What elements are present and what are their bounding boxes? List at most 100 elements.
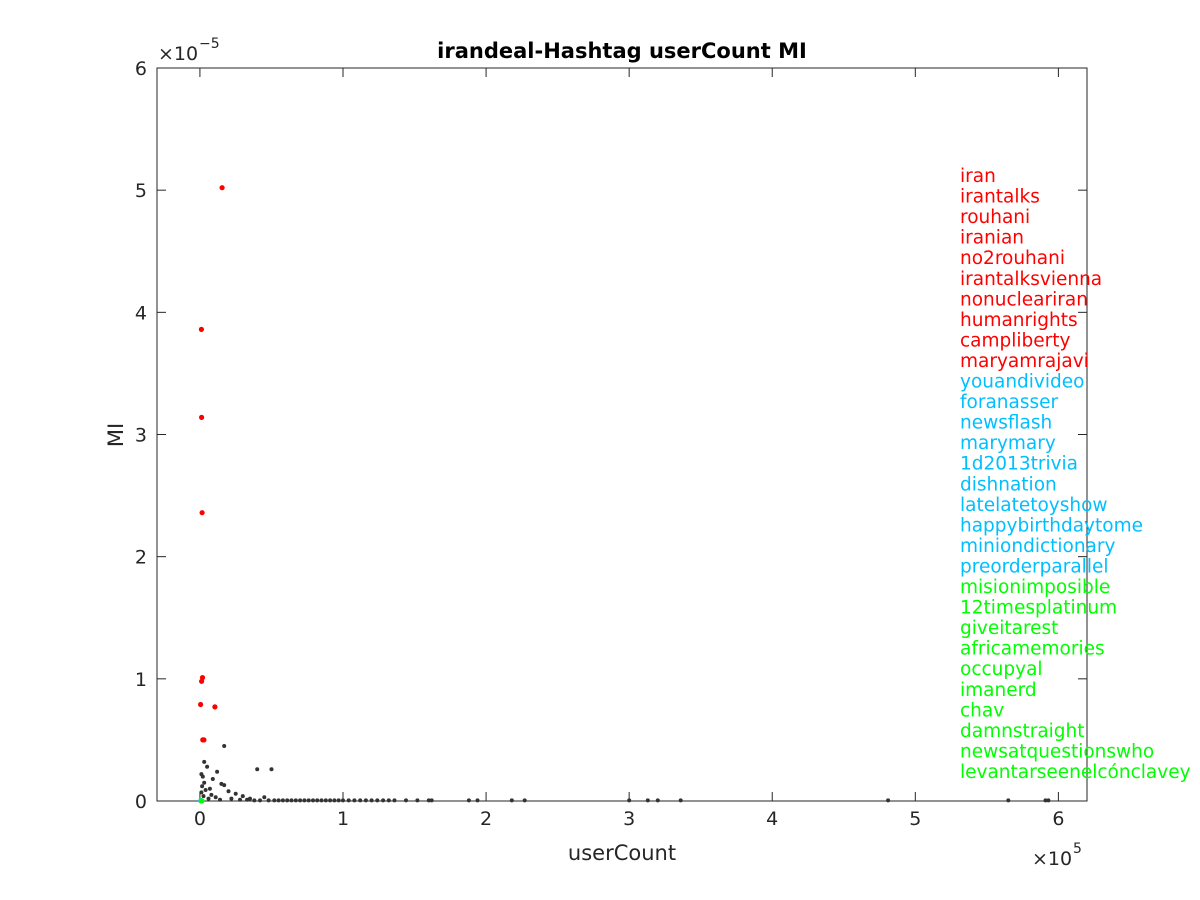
data-point-other bbox=[272, 798, 277, 803]
hashtag-annotation: preorderparallel bbox=[960, 557, 1108, 578]
data-point-other bbox=[429, 798, 434, 803]
x-exponent-label: ×10 5 bbox=[1032, 841, 1082, 870]
hashtag-annotation: miniondictionary bbox=[960, 536, 1116, 557]
data-point-other bbox=[386, 798, 391, 803]
data-point-other bbox=[415, 798, 420, 803]
data-point-top bbox=[199, 414, 205, 420]
y-tick-label: 2 bbox=[135, 547, 147, 569]
hashtag-annotation: humanrights bbox=[960, 310, 1078, 331]
data-point-other bbox=[655, 798, 660, 803]
data-point-other bbox=[426, 798, 431, 803]
plot-area bbox=[156, 67, 1088, 802]
data-point-other bbox=[289, 798, 294, 803]
data-point-other bbox=[222, 744, 227, 748]
x-tick-label: 4 bbox=[766, 808, 778, 830]
data-point-other bbox=[285, 798, 290, 803]
data-point-top bbox=[199, 510, 205, 516]
data-point-other bbox=[328, 798, 333, 803]
hashtag-annotation: campliberty bbox=[960, 330, 1071, 351]
data-point-top bbox=[198, 326, 204, 332]
data-point-other bbox=[346, 798, 351, 803]
data-point-other bbox=[319, 798, 324, 803]
y-tick-label: 0 bbox=[135, 791, 147, 813]
data-point-other bbox=[369, 798, 374, 803]
data-point-other bbox=[381, 798, 386, 803]
data-point-other bbox=[233, 791, 238, 796]
data-point-other bbox=[202, 759, 207, 764]
y-exponent-power: −5 bbox=[199, 36, 220, 52]
data-point-other bbox=[475, 798, 480, 803]
data-point-other bbox=[245, 797, 250, 802]
data-point-other bbox=[203, 788, 208, 792]
hashtag-annotation: no2rouhani bbox=[960, 248, 1065, 269]
data-point-other bbox=[207, 786, 212, 791]
y-tick-label: 3 bbox=[135, 425, 147, 447]
data-point-other bbox=[1043, 798, 1048, 803]
data-point-other bbox=[200, 784, 205, 789]
data-point-other bbox=[226, 789, 231, 794]
x-tick-label: 1 bbox=[337, 808, 349, 830]
chart-title: irandeal-Hashtag userCount MI bbox=[437, 39, 807, 63]
data-point-other bbox=[252, 798, 257, 803]
hashtag-annotation: levantarseenelcónclavey bbox=[960, 762, 1191, 783]
y-tick-label: 4 bbox=[135, 302, 147, 324]
hashtag-annotation: iranian bbox=[960, 228, 1024, 249]
data-point-other bbox=[266, 798, 271, 803]
hashtag-annotation: marymary bbox=[960, 433, 1056, 454]
data-points bbox=[198, 185, 1051, 804]
x-tick-label: 2 bbox=[480, 808, 492, 830]
hashtag-annotation: newsflash bbox=[960, 413, 1052, 434]
data-point-other bbox=[200, 774, 205, 779]
hashtag-annotation: newsatquestionswho bbox=[960, 741, 1154, 762]
x-tick-label: 0 bbox=[194, 808, 206, 830]
data-point-other bbox=[262, 795, 267, 800]
data-point-other bbox=[645, 798, 650, 803]
data-point-other bbox=[1046, 798, 1051, 803]
y-exponent-base: ×10 bbox=[158, 43, 198, 65]
y-tick-label: 5 bbox=[135, 180, 147, 202]
data-point-other bbox=[240, 794, 245, 799]
hashtag-annotation: youandivideo bbox=[960, 372, 1084, 393]
hashtag-annotation: dishnation bbox=[960, 474, 1057, 495]
hashtag-annotation: 12timesplatinum bbox=[960, 598, 1117, 619]
data-point-other bbox=[341, 798, 345, 803]
x-tick-label: 3 bbox=[623, 808, 635, 830]
data-point-other bbox=[269, 767, 274, 772]
data-point-other bbox=[522, 798, 527, 803]
data-point-other bbox=[1006, 798, 1011, 803]
data-point-other bbox=[298, 798, 303, 803]
data-point-other bbox=[311, 798, 315, 803]
data-point-other bbox=[201, 794, 206, 799]
hashtag-annotation: irantalksvienna bbox=[960, 269, 1102, 290]
hashtag-annotation: nonucleariran bbox=[960, 289, 1088, 310]
data-point-other bbox=[229, 796, 234, 801]
data-point-other bbox=[215, 769, 220, 774]
data-point-other bbox=[886, 798, 891, 803]
data-point-other bbox=[404, 798, 408, 803]
data-point-other bbox=[627, 798, 632, 803]
data-point-other bbox=[209, 792, 214, 797]
x-axis-label: userCount bbox=[568, 841, 676, 865]
data-point-other bbox=[222, 783, 227, 788]
data-point-other bbox=[199, 790, 204, 795]
data-point-other bbox=[302, 798, 307, 803]
hashtag-annotation: giveitarest bbox=[960, 618, 1058, 639]
data-point-top bbox=[198, 701, 204, 708]
hashtag-annotation: rouhani bbox=[960, 207, 1030, 228]
x-exponent-power: 5 bbox=[1073, 841, 1082, 857]
hashtag-annotation: occupyal bbox=[960, 659, 1043, 680]
hashtag-annotation: imanerd bbox=[960, 680, 1037, 701]
hashtag-annotation: happybirthdaytome bbox=[960, 515, 1143, 536]
data-point-other bbox=[375, 798, 380, 803]
data-point-other bbox=[276, 798, 281, 803]
x-tick-label: 6 bbox=[1052, 808, 1064, 830]
y-exponent-label: ×10 −5 bbox=[158, 36, 220, 65]
data-point-other bbox=[205, 764, 210, 769]
x-tick-label: 5 bbox=[909, 808, 921, 830]
data-point-top bbox=[219, 185, 225, 191]
data-point-other bbox=[509, 798, 514, 803]
hashtag-annotation: 1d2013trivia bbox=[960, 454, 1078, 475]
hashtag-annotation: damnstraight bbox=[960, 721, 1085, 742]
hashtag-annotation: africamemories bbox=[960, 639, 1105, 660]
